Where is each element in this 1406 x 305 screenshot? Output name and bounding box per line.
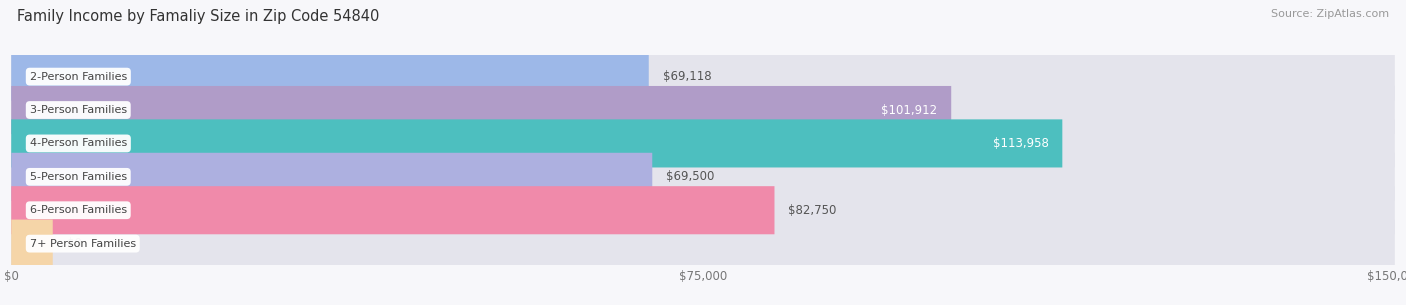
Text: 3-Person Families: 3-Person Families (30, 105, 127, 115)
Text: $69,500: $69,500 (666, 170, 714, 183)
FancyBboxPatch shape (11, 186, 1395, 234)
FancyBboxPatch shape (11, 86, 952, 134)
FancyBboxPatch shape (11, 52, 1395, 101)
Text: $101,912: $101,912 (882, 103, 938, 117)
Text: 2-Person Families: 2-Person Families (30, 72, 127, 82)
Text: 7+ Person Families: 7+ Person Families (30, 239, 136, 249)
FancyBboxPatch shape (11, 119, 1395, 167)
Text: $0: $0 (66, 237, 82, 250)
Text: Source: ZipAtlas.com: Source: ZipAtlas.com (1271, 9, 1389, 19)
FancyBboxPatch shape (11, 86, 1395, 134)
FancyBboxPatch shape (11, 220, 1395, 268)
Text: 6-Person Families: 6-Person Families (30, 205, 127, 215)
Text: $82,750: $82,750 (789, 204, 837, 217)
Text: $113,958: $113,958 (993, 137, 1049, 150)
FancyBboxPatch shape (11, 220, 53, 268)
Text: $69,118: $69,118 (662, 70, 711, 83)
Text: 5-Person Families: 5-Person Families (30, 172, 127, 182)
FancyBboxPatch shape (11, 186, 775, 234)
FancyBboxPatch shape (11, 119, 1063, 167)
Text: 4-Person Families: 4-Person Families (30, 138, 127, 149)
FancyBboxPatch shape (11, 52, 648, 101)
FancyBboxPatch shape (11, 153, 652, 201)
FancyBboxPatch shape (11, 153, 1395, 201)
Text: Family Income by Famaliy Size in Zip Code 54840: Family Income by Famaliy Size in Zip Cod… (17, 9, 380, 24)
